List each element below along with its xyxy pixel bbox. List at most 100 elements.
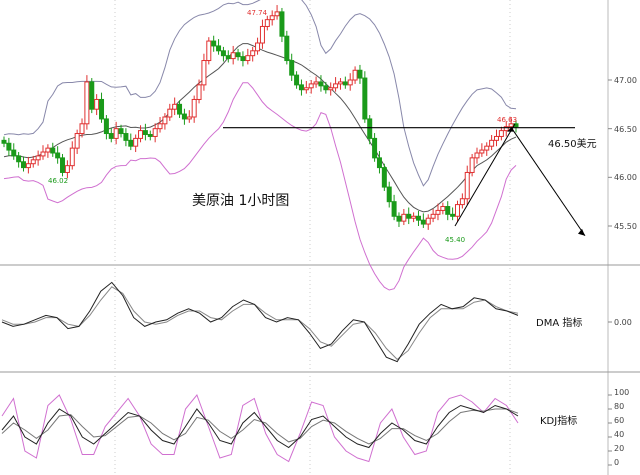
kdj-tick-0: 0 <box>614 458 619 467</box>
dma-line <box>1 281 519 363</box>
candle-body <box>220 50 226 57</box>
candle-body <box>40 151 46 157</box>
candle-body <box>225 55 231 60</box>
candle-body <box>235 52 241 58</box>
low2-label: 45.40 <box>445 236 465 244</box>
candle-body <box>30 159 36 165</box>
candle-body <box>454 204 460 217</box>
candle-body <box>318 81 324 87</box>
candle-body <box>498 130 504 137</box>
candle-body <box>376 157 382 169</box>
candle-body <box>391 201 397 217</box>
candle-body <box>103 118 109 135</box>
overlay-lines <box>223 123 586 237</box>
dma-panel <box>1 281 612 363</box>
candle-body <box>1 139 7 144</box>
candle-body <box>167 108 173 118</box>
candle-body <box>250 50 256 57</box>
candle-body <box>493 135 499 141</box>
ama-line <box>1 286 519 361</box>
candle-body <box>147 134 153 137</box>
candle-body <box>108 133 114 139</box>
candle-body <box>230 52 236 60</box>
candle-body <box>84 81 90 125</box>
bollinger-lower <box>3 82 517 291</box>
candle-body <box>440 206 446 211</box>
kdj-d-line <box>1 408 519 445</box>
candle-body <box>259 25 265 44</box>
candle-body <box>16 155 22 163</box>
candle-body <box>294 74 300 86</box>
high-label: 47.74 <box>247 9 268 17</box>
level-arrowhead <box>507 126 514 132</box>
candle-body <box>445 206 451 215</box>
low1-label: 46.02 <box>48 177 68 185</box>
candle-body <box>279 11 285 37</box>
dma-label: DMA 指标 <box>536 316 582 329</box>
candle-body <box>157 123 163 130</box>
candle-body <box>372 137 378 159</box>
candle-body <box>503 126 509 132</box>
price-tick-4650: 46.50 <box>614 125 637 134</box>
candle-body <box>94 98 100 110</box>
candle-body <box>186 116 192 120</box>
trend-line <box>454 123 516 227</box>
grid-lines <box>114 0 612 475</box>
candle-body <box>479 149 485 154</box>
candle-body <box>196 84 202 100</box>
candle-body <box>50 147 56 154</box>
candle-body <box>211 40 217 47</box>
candle-body <box>69 147 75 167</box>
candle-body <box>469 157 475 173</box>
candle-body <box>420 219 426 225</box>
candle-body <box>162 116 168 125</box>
candle-body <box>381 167 387 188</box>
candle-body <box>11 149 17 157</box>
candle-body <box>138 130 144 139</box>
candle-body <box>464 171 470 200</box>
candle-body <box>367 118 373 139</box>
candle-body <box>289 60 295 76</box>
candle-body <box>216 45 222 52</box>
candle-body <box>118 128 124 135</box>
candle-body <box>298 84 304 91</box>
projection-line <box>511 128 586 237</box>
candle-body <box>152 128 158 137</box>
candle-body <box>352 69 358 81</box>
candle-body <box>123 133 129 141</box>
kdj-tick-100: 100 <box>614 388 629 397</box>
candle-body <box>396 215 402 222</box>
candle-body <box>79 123 85 135</box>
candle-body <box>264 19 270 27</box>
price-tick-4550: 45.50 <box>614 222 637 231</box>
candle-body <box>240 56 246 62</box>
candle-body <box>60 157 66 173</box>
candle-body <box>113 128 119 139</box>
candle-body <box>333 83 339 89</box>
candle-body <box>508 123 514 128</box>
candle-body <box>342 81 348 86</box>
candle-body <box>255 42 261 52</box>
candle-body <box>128 139 134 147</box>
candle-body <box>401 213 407 222</box>
candle-body <box>284 35 290 62</box>
candle-body <box>362 77 368 120</box>
candle-body <box>435 209 441 215</box>
kdj-tick-60: 60 <box>614 416 624 425</box>
candle-body <box>201 60 207 86</box>
candle-body <box>308 83 314 89</box>
candle-body <box>415 215 421 221</box>
candle-body <box>191 98 197 118</box>
candle-body <box>386 186 392 203</box>
candles <box>1 5 519 230</box>
candle-body <box>303 87 309 91</box>
candle-body <box>425 217 431 225</box>
candle-body <box>347 79 353 86</box>
price-tick-47: 47.00 <box>614 76 637 85</box>
candle-body <box>35 155 41 161</box>
candle-body <box>21 161 27 169</box>
projection-arrowhead <box>578 228 585 236</box>
candle-body <box>99 98 105 120</box>
